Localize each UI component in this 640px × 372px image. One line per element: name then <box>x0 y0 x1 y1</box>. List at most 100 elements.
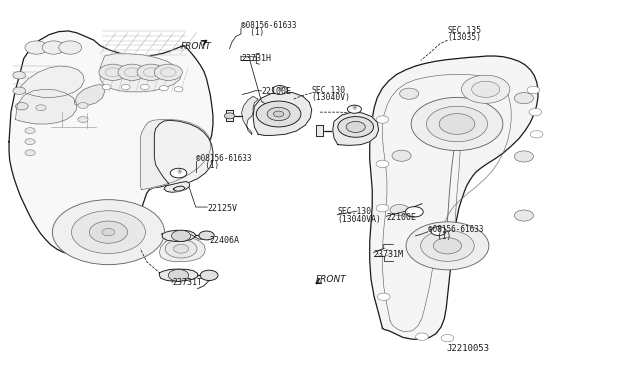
Text: (13035): (13035) <box>447 33 481 42</box>
Circle shape <box>165 240 197 258</box>
Circle shape <box>515 151 534 162</box>
Circle shape <box>25 150 35 156</box>
Circle shape <box>159 86 168 91</box>
Circle shape <box>348 105 362 113</box>
Text: ®: ® <box>436 228 441 234</box>
Circle shape <box>346 121 365 132</box>
Circle shape <box>529 109 541 116</box>
Circle shape <box>99 64 127 80</box>
Circle shape <box>405 207 423 217</box>
Circle shape <box>25 41 48 54</box>
Text: ®08156-61633: ®08156-61633 <box>241 21 296 30</box>
Polygon shape <box>242 96 258 134</box>
Circle shape <box>376 205 389 212</box>
Circle shape <box>15 103 28 110</box>
Text: 22100E: 22100E <box>261 87 291 96</box>
Circle shape <box>52 200 164 264</box>
Polygon shape <box>316 125 323 136</box>
Polygon shape <box>9 31 213 256</box>
Text: 23731H: 23731H <box>241 54 271 63</box>
Circle shape <box>102 228 115 236</box>
Circle shape <box>140 84 149 90</box>
Text: 22100E: 22100E <box>387 213 416 222</box>
Text: 22406A: 22406A <box>210 236 240 245</box>
Circle shape <box>42 41 65 54</box>
Text: 23731M: 23731M <box>374 250 404 259</box>
Text: 22125V: 22125V <box>207 203 237 213</box>
Circle shape <box>390 205 409 215</box>
Circle shape <box>173 244 189 253</box>
Text: 23731T: 23731T <box>172 278 202 287</box>
Circle shape <box>376 116 389 123</box>
Circle shape <box>378 293 390 301</box>
Polygon shape <box>75 84 104 106</box>
Circle shape <box>472 81 500 97</box>
Circle shape <box>392 150 411 161</box>
Polygon shape <box>154 120 213 187</box>
Polygon shape <box>333 112 379 145</box>
Polygon shape <box>370 56 538 339</box>
Text: ®: ® <box>351 107 357 112</box>
Text: SEC.135: SEC.135 <box>447 26 481 35</box>
Circle shape <box>431 227 446 235</box>
Text: ®: ® <box>176 171 181 176</box>
Circle shape <box>527 86 540 94</box>
Circle shape <box>13 87 26 94</box>
Circle shape <box>78 103 88 109</box>
Circle shape <box>225 113 235 119</box>
Polygon shape <box>17 66 84 97</box>
Circle shape <box>199 231 214 240</box>
Text: (1): (1) <box>428 232 451 241</box>
Circle shape <box>25 128 35 134</box>
Circle shape <box>441 334 454 342</box>
Circle shape <box>515 210 534 221</box>
Circle shape <box>200 270 218 280</box>
Circle shape <box>72 211 145 254</box>
Circle shape <box>170 168 187 178</box>
Text: (13040VA): (13040VA) <box>337 215 381 224</box>
Circle shape <box>174 87 183 92</box>
Circle shape <box>168 269 189 281</box>
Circle shape <box>78 116 88 122</box>
Circle shape <box>399 88 419 99</box>
Text: J2210053: J2210053 <box>446 344 489 353</box>
Circle shape <box>376 160 389 167</box>
Circle shape <box>256 101 301 127</box>
Circle shape <box>137 64 165 80</box>
Polygon shape <box>162 230 196 241</box>
Polygon shape <box>164 182 189 192</box>
Circle shape <box>420 230 474 261</box>
Polygon shape <box>253 92 312 135</box>
Text: FRONT: FRONT <box>316 275 347 284</box>
Text: SEC.130: SEC.130 <box>337 207 371 217</box>
Text: ®08156-61633: ®08156-61633 <box>428 225 483 234</box>
Polygon shape <box>159 237 205 262</box>
Circle shape <box>411 97 503 151</box>
Circle shape <box>461 75 510 103</box>
Circle shape <box>515 93 534 104</box>
Text: ®: ® <box>277 87 283 93</box>
Polygon shape <box>140 119 211 190</box>
Circle shape <box>338 116 374 137</box>
Circle shape <box>90 221 127 243</box>
Text: SEC.130: SEC.130 <box>312 86 346 94</box>
Circle shape <box>272 86 287 94</box>
Text: (13040V): (13040V) <box>312 93 351 102</box>
Circle shape <box>25 139 35 145</box>
Text: FRONT: FRONT <box>181 42 212 51</box>
Polygon shape <box>100 54 181 92</box>
Polygon shape <box>227 110 233 121</box>
Circle shape <box>13 71 26 79</box>
Text: (1): (1) <box>241 28 264 37</box>
Circle shape <box>267 108 290 121</box>
Circle shape <box>121 84 130 90</box>
Circle shape <box>531 131 543 138</box>
Circle shape <box>102 84 111 90</box>
Polygon shape <box>159 269 198 281</box>
Circle shape <box>118 64 146 80</box>
Circle shape <box>59 41 82 54</box>
Circle shape <box>415 333 428 340</box>
Circle shape <box>406 222 489 270</box>
Circle shape <box>433 238 461 254</box>
Text: (1): (1) <box>196 161 219 170</box>
